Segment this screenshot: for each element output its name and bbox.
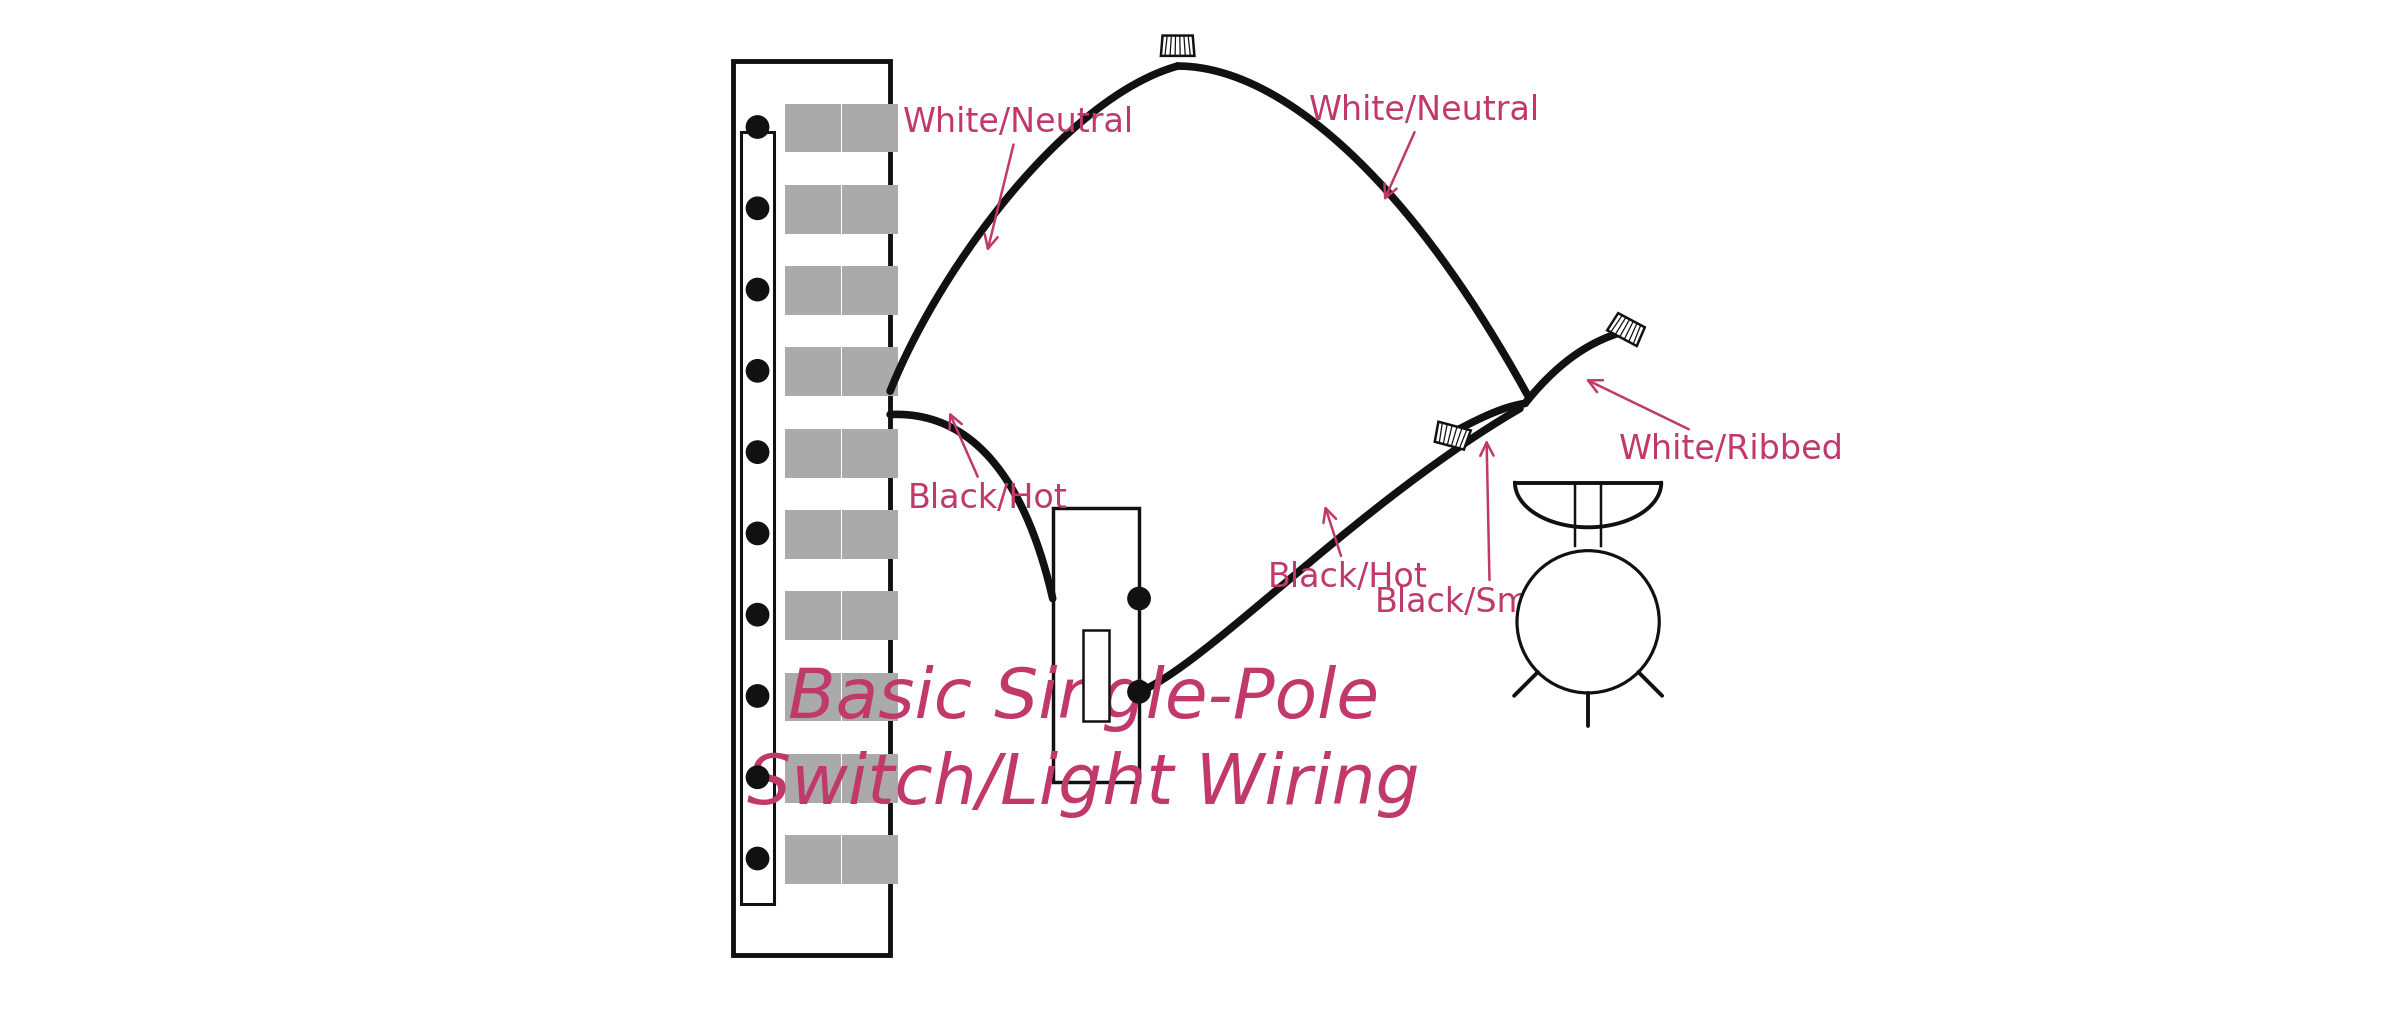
Bar	[842, 104, 898, 152]
Circle shape	[746, 685, 768, 707]
Text: Basic Single-Pole
Switch/Light Wiring: Basic Single-Pole Switch/Light Wiring	[746, 665, 1418, 818]
Circle shape	[746, 116, 768, 138]
Bar	[742, 132, 775, 904]
Circle shape	[746, 766, 768, 788]
Bar	[785, 754, 842, 803]
Circle shape	[1128, 587, 1150, 610]
Circle shape	[1128, 681, 1150, 703]
Bar	[785, 673, 842, 721]
Bar	[785, 347, 842, 396]
Text: White/Neutral: White/Neutral	[1308, 93, 1541, 198]
Circle shape	[746, 604, 768, 626]
Bar	[785, 591, 842, 640]
Polygon shape	[1608, 313, 1644, 346]
Bar	[1082, 630, 1109, 721]
Circle shape	[746, 847, 768, 870]
Bar	[842, 591, 898, 640]
Bar	[842, 673, 898, 721]
Bar	[842, 185, 898, 234]
Text: White/Ribbed: White/Ribbed	[1589, 380, 1843, 466]
Circle shape	[1517, 551, 1658, 693]
Bar	[785, 835, 842, 884]
Bar	[785, 266, 842, 315]
Bar	[785, 104, 842, 152]
Circle shape	[746, 522, 768, 545]
Bar	[785, 185, 842, 234]
Text: Black/Hot: Black/Hot	[907, 415, 1068, 515]
Text: White/Neutral: White/Neutral	[902, 106, 1135, 249]
Circle shape	[746, 441, 768, 463]
Polygon shape	[1162, 36, 1195, 56]
Bar	[1054, 508, 1140, 782]
Text: Black/Hot: Black/Hot	[1267, 508, 1428, 594]
Polygon shape	[1435, 422, 1471, 450]
Circle shape	[746, 278, 768, 301]
Bar	[842, 510, 898, 559]
Bar	[842, 754, 898, 803]
Bar	[842, 429, 898, 478]
Bar	[785, 429, 842, 478]
Circle shape	[746, 360, 768, 382]
Bar	[732, 61, 890, 955]
Bar	[842, 266, 898, 315]
Bar	[785, 510, 842, 559]
Bar	[842, 347, 898, 396]
Text: Black/Smooth: Black/Smooth	[1375, 442, 1606, 619]
Bar	[842, 835, 898, 884]
Circle shape	[746, 197, 768, 219]
